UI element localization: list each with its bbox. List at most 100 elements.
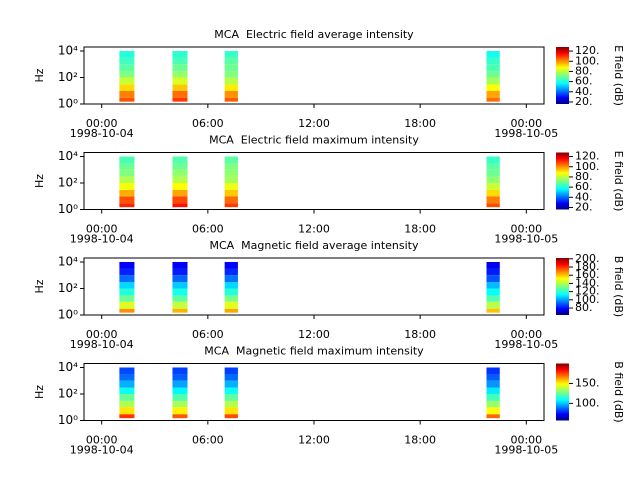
spectrogram-cell — [224, 64, 238, 72]
spectrogram-cell — [224, 407, 238, 415]
x-tick-label: 06:00 — [192, 223, 224, 236]
spectrogram-cell — [172, 400, 188, 408]
spectrogram-cell — [486, 189, 500, 197]
colorbar-tick-label: 160. — [575, 268, 600, 281]
y-tick-label: 10⁰ — [58, 202, 78, 216]
spectrogram-cell — [172, 196, 188, 204]
colorbar-tick-label: 100. — [575, 160, 600, 173]
spectrogram-cell — [172, 57, 188, 65]
spectrogram-cell — [224, 84, 238, 91]
spectrogram-cell — [486, 301, 500, 309]
spectrogram-cell — [224, 176, 238, 183]
x-tick-label: 18:00 — [404, 434, 436, 447]
y-axis-label: Hz — [33, 279, 46, 293]
colorbar — [556, 47, 569, 104]
spectrogram-cell — [224, 268, 238, 276]
colorbar-tick-label: 100. — [575, 293, 600, 306]
y-tick-label: 10⁴ — [58, 254, 78, 268]
spectrogram-cell — [486, 156, 500, 164]
colorbar-tick-label: 140. — [575, 276, 600, 289]
spectrogram-cell — [486, 295, 500, 302]
x-tick-label: 00:00 — [510, 328, 542, 341]
spectrogram-cell — [224, 374, 238, 381]
spectrogram-cell — [172, 156, 188, 164]
spectrogram-cell — [119, 308, 135, 313]
spectrogram-cell — [486, 367, 500, 375]
spectrogram-cell — [119, 97, 135, 102]
spectrogram-cell — [119, 301, 135, 309]
spectrogram-cell — [119, 203, 135, 208]
spectrogram-cell — [172, 367, 188, 375]
spectrogram-cell — [224, 387, 238, 394]
colorbar-tick-label: 120. — [575, 150, 600, 163]
spectrogram-cell — [172, 189, 188, 197]
plot-frame — [83, 363, 545, 421]
colorbar-label: E field (dB) — [612, 45, 625, 106]
y-tick-label: 10⁰ — [58, 97, 78, 111]
colorbar — [556, 258, 569, 315]
spectrogram-cell — [486, 407, 500, 415]
colorbar-tick-label: 80. — [575, 301, 593, 314]
colorbar-tick-label: 120. — [575, 285, 600, 298]
spectrogram-cell — [172, 77, 188, 85]
spectrogram-cell — [172, 288, 188, 296]
spectrogram-cell — [486, 64, 500, 72]
spectrogram-cell — [119, 407, 135, 415]
spectrogram-cell — [486, 50, 500, 58]
spectrogram-cell — [486, 308, 500, 313]
x-tick-label: 00:00 — [86, 328, 118, 341]
spectrogram-cell — [486, 414, 500, 419]
colorbar-tick-label: 60. — [575, 180, 593, 193]
spectrogram-cell — [224, 288, 238, 296]
x-tick-label: 06:00 — [192, 434, 224, 447]
spectrogram-cell — [224, 182, 238, 190]
x-tick-label: 12:00 — [298, 328, 330, 341]
colorbar-tick-label: 100. — [575, 54, 600, 67]
spectrogram-cell — [172, 414, 188, 419]
colorbar-tick-label: 40. — [575, 85, 593, 98]
spectrogram-cell — [119, 196, 135, 204]
colorbar-label: B field (dB) — [612, 361, 625, 422]
spectrogram-cell — [119, 84, 135, 91]
spectrogram-cell — [486, 77, 500, 85]
spectrogram-cell — [119, 367, 135, 375]
date-label: 1998-10-04 — [70, 127, 134, 140]
spectrogram-cell — [224, 156, 238, 164]
spectrogram-cell — [119, 275, 135, 283]
spectrogram-cell — [172, 275, 188, 283]
spectrogram-cell — [224, 393, 238, 401]
spectrogram-cell — [486, 169, 500, 177]
date-label: 1998-10-04 — [70, 444, 134, 457]
spectrogram-cell — [119, 268, 135, 276]
spectrogram-cell — [119, 64, 135, 72]
spectrogram-cell — [224, 189, 238, 197]
spectrogram-cell — [486, 275, 500, 283]
date-label: 1998-10-05 — [494, 338, 558, 351]
colorbar-tick-label: 100. — [575, 396, 600, 409]
spectrogram-cell — [224, 196, 238, 204]
panel-title: MCA Magnetic field maximum intensity — [204, 345, 424, 358]
date-label: 1998-10-04 — [70, 338, 134, 351]
y-tick-label: 10⁴ — [58, 149, 78, 163]
spectrogram-cell — [224, 261, 238, 269]
date-label: 1998-10-05 — [494, 127, 558, 140]
colorbar — [556, 152, 569, 210]
y-tick-label: 10² — [58, 281, 78, 295]
colorbar-tick-label: 60. — [575, 75, 593, 88]
spectrogram-cell — [224, 400, 238, 408]
x-tick-label: 00:00 — [86, 434, 118, 447]
y-axis-label: Hz — [33, 385, 46, 399]
spectrogram-cell — [172, 295, 188, 302]
plot-frame — [83, 257, 545, 316]
spectrogram-cell — [119, 182, 135, 190]
spectrogram-cell — [172, 407, 188, 415]
spectrogram-cell — [119, 156, 135, 164]
spectrogram-cell — [486, 268, 500, 276]
spectrogram-cell — [486, 393, 500, 401]
spectrogram-cell — [486, 84, 500, 91]
x-tick-label: 06:00 — [192, 328, 224, 341]
spectrogram-cell — [486, 163, 500, 170]
colorbar-tick-label: 20. — [575, 200, 593, 213]
x-tick-label: 00:00 — [510, 223, 542, 236]
